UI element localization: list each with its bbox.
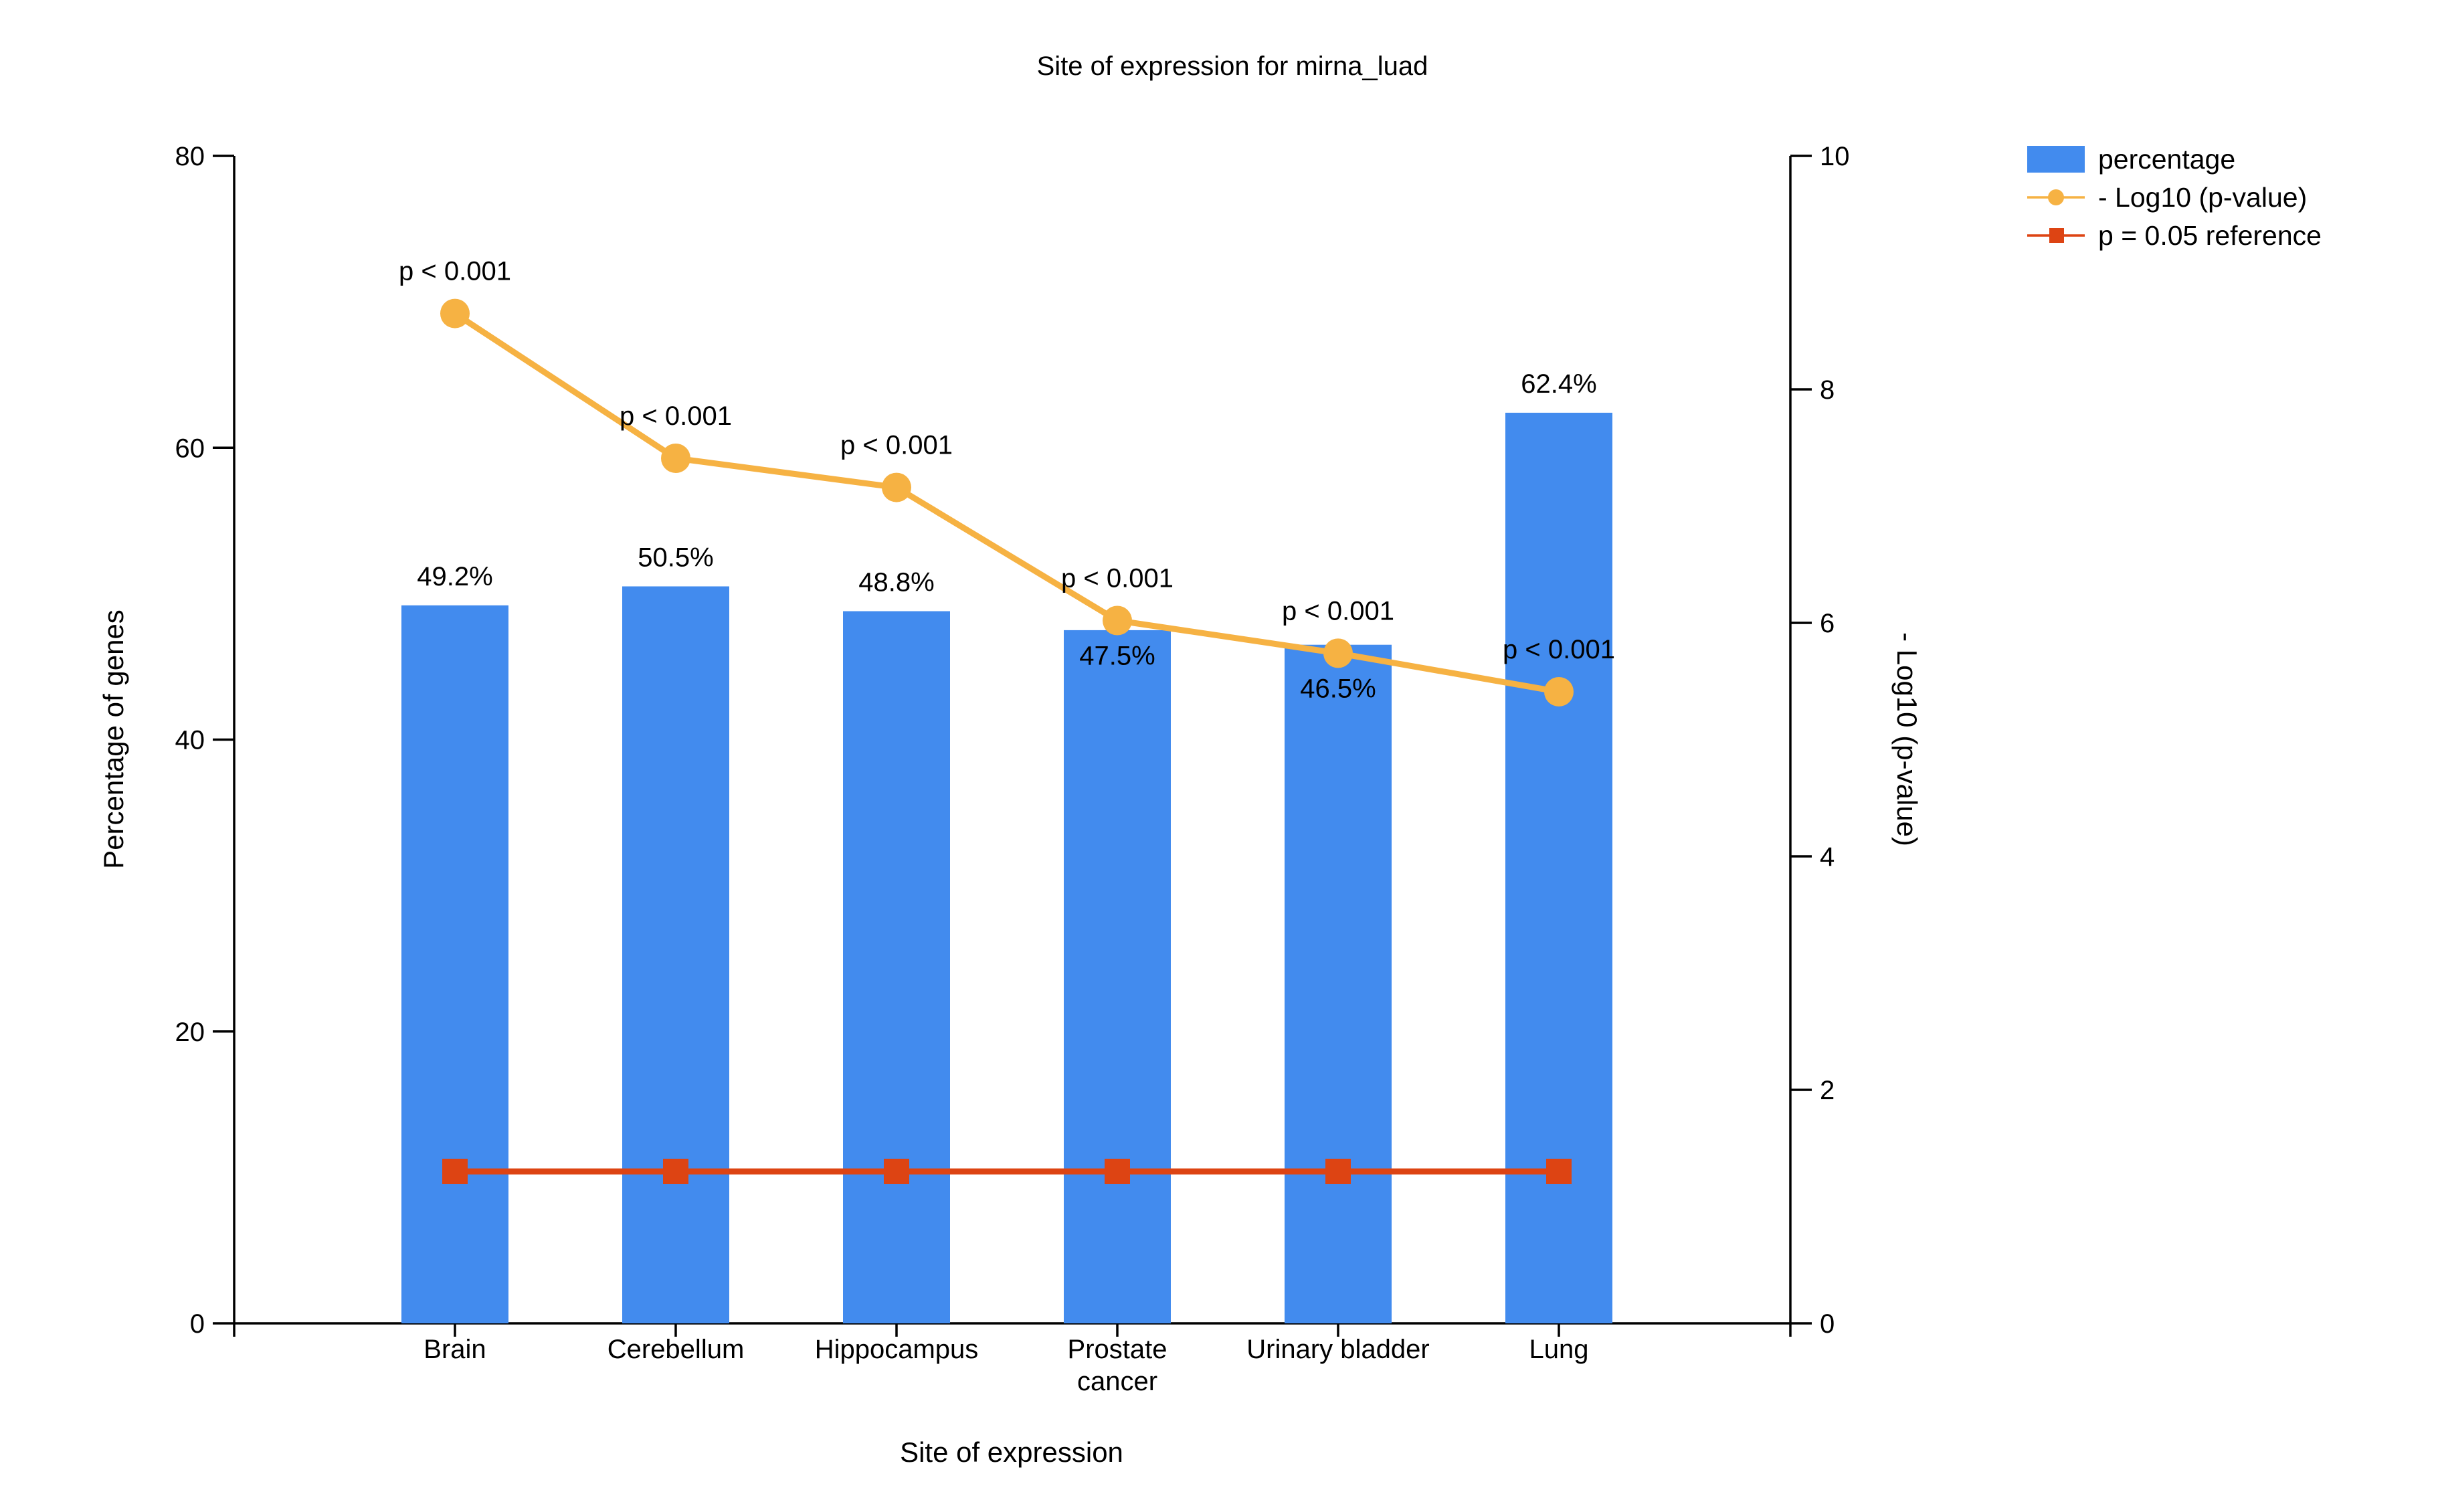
chart-title: Site of expression for mirna_luad: [1037, 52, 1428, 81]
bar: [1285, 644, 1392, 1323]
x-tick-label: Prostate: [1068, 1335, 1167, 1364]
bar: [622, 586, 729, 1323]
p-value-line: [453, 310, 1560, 695]
y2-tick-label: 10: [1820, 142, 1850, 171]
x-tick-label: Hippocampus: [815, 1335, 979, 1364]
legend-label: percentage: [2098, 144, 2235, 175]
p-value-point: [661, 443, 690, 473]
p-value-point: [1544, 676, 1574, 706]
line-data-labels: p < 0.001 p < 0.001 p < 0.001 p < 0.001 p < …: [399, 257, 1615, 664]
y2-tick-label: 4: [1820, 842, 1835, 872]
reference-point: [442, 1158, 468, 1184]
reference-point: [884, 1158, 909, 1184]
x-tick-label: cancer: [1077, 1367, 1157, 1396]
bar-data-label: 50.5%: [638, 543, 713, 572]
right-y-axis: 0 2 4 6 8 10: [1789, 142, 1850, 1339]
y-axis-title: Percentage of genes: [98, 609, 129, 869]
y2-tick-label: 6: [1820, 609, 1835, 638]
bar-data-label: 46.5%: [1300, 674, 1376, 703]
reference-point: [1105, 1158, 1130, 1184]
x-axis-title: Site of expression: [900, 1436, 1123, 1468]
left-y-axis: 0 20 40 60 80: [175, 142, 236, 1339]
x-tick-label: Cerebellum: [607, 1335, 745, 1364]
p-value-point: [882, 472, 911, 502]
bar: [1505, 412, 1612, 1323]
p-value-data-label: p < 0.001: [840, 431, 953, 460]
legend-label: - Log10 (p-value): [2098, 182, 2307, 213]
line-series: [440, 298, 1574, 1184]
y-tick-label: 60: [175, 434, 205, 463]
legend-swatch-bar: [2027, 146, 2085, 173]
y-tick-label: 40: [175, 726, 205, 755]
legend-swatch-marker: [2048, 189, 2064, 205]
bar-data-label: 47.5%: [1079, 642, 1155, 671]
y-tick-label: 0: [190, 1309, 205, 1339]
y2-axis-title: - Log10 (p-value): [1891, 632, 1923, 846]
bar: [401, 605, 508, 1324]
bar: [843, 611, 950, 1323]
bar-data-label: 48.8%: [858, 568, 934, 597]
y2-tick-label: 0: [1820, 1309, 1835, 1339]
y-tick-label: 80: [175, 142, 205, 171]
y-tick-label: 20: [175, 1018, 205, 1047]
p-value-data-label: p < 0.001: [1061, 564, 1174, 593]
reference-point: [1325, 1158, 1351, 1184]
p-value-data-label: p < 0.001: [1282, 596, 1394, 626]
bar-data-label: 49.2%: [417, 562, 492, 591]
p-value-point: [1103, 605, 1132, 636]
p-value-data-label: p < 0.001: [399, 257, 511, 286]
reference-point: [1546, 1158, 1572, 1184]
x-tick-label: Lung: [1529, 1335, 1589, 1364]
p-value-point: [440, 298, 470, 328]
reference-point: [663, 1158, 688, 1184]
bar-data-labels: 49.2% 50.5% 48.8% 47.5% 46.5% 62.4%: [417, 369, 1596, 703]
p-value-point: [1323, 638, 1353, 668]
p-value-data-label: p < 0.001: [620, 401, 732, 431]
bar-series: [401, 412, 1612, 1324]
p-value-data-label: p < 0.001: [1503, 635, 1615, 664]
y2-tick-label: 8: [1820, 375, 1835, 405]
legend-swatch-marker: [2049, 228, 2064, 243]
x-tick-label: Brain: [424, 1335, 486, 1364]
x-tick-labels: Brain Cerebellum Hippocampus Prostate cancer…: [424, 1335, 1588, 1396]
bar: [1064, 630, 1171, 1323]
y2-tick-label: 2: [1820, 1076, 1835, 1105]
bar-data-label: 62.4%: [1521, 369, 1596, 399]
x-tick-label: Urinary bladder: [1246, 1335, 1429, 1364]
legend: percentage - Log10 (p-value) p = 0.05 refe…: [2027, 144, 2322, 251]
legend-label: p = 0.05 reference: [2098, 220, 2322, 251]
